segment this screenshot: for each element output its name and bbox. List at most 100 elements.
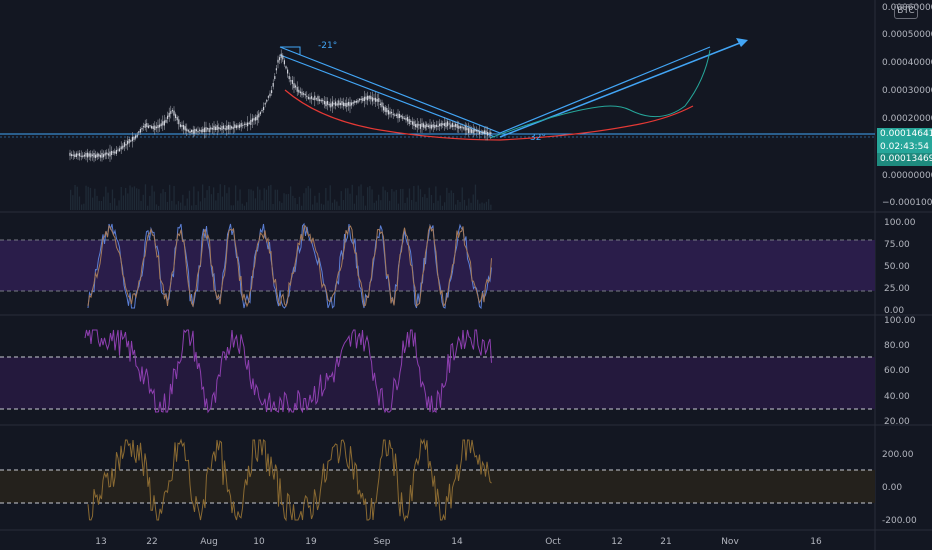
volume-bar (369, 186, 371, 210)
volume-bar (334, 199, 336, 210)
candle-body (80, 155, 82, 157)
rsi-axis[interactable]: 100.00 80.00 60.00 40.00 20.00 (884, 316, 916, 427)
candle-body (307, 96, 309, 99)
candle-body (277, 59, 279, 63)
volume-bar (490, 204, 492, 210)
volume-bar (397, 203, 400, 210)
candle-body (467, 128, 469, 134)
candle-body (248, 122, 250, 125)
rsi-group (84, 329, 492, 414)
volume-bar (197, 191, 199, 210)
candle-body (208, 128, 210, 132)
volume-bar (417, 185, 419, 210)
volume-bar (329, 185, 331, 210)
ascending-trendline[interactable] (499, 46, 711, 134)
candle-body (263, 106, 265, 110)
candle-body (216, 125, 218, 130)
time-tick-label: 14 (451, 537, 463, 547)
candle-body (168, 112, 170, 117)
volume-bar (186, 198, 188, 210)
volume-bar (380, 200, 382, 210)
candle-body (290, 80, 292, 82)
candle-body (378, 98, 380, 102)
volume-bar (237, 200, 239, 210)
candle-body (466, 127, 468, 131)
candle-body (171, 110, 173, 112)
volume-bar (285, 194, 287, 210)
candle-body (330, 103, 332, 108)
candle-body (450, 124, 452, 128)
volume-bar (83, 203, 85, 210)
volume-bar (479, 203, 481, 210)
candle-body (136, 134, 138, 137)
volume-bar (144, 184, 147, 210)
candle-body (458, 125, 460, 129)
candle-body (234, 124, 236, 128)
volume-bar (224, 185, 226, 210)
volume-bar (70, 189, 72, 210)
rsi-tick-label: 60.00 (884, 366, 910, 376)
volume-bar (318, 192, 320, 210)
candle-body (115, 150, 117, 154)
candle-body (258, 113, 260, 118)
candle-body (103, 154, 105, 158)
volume-bar (408, 188, 411, 210)
candle-body (411, 121, 413, 125)
candle-body (280, 53, 282, 58)
candle-body (264, 103, 266, 105)
candle-body (423, 123, 425, 128)
volume-bar (118, 200, 120, 210)
stoch-tick-label: 25.00 (884, 284, 910, 294)
descending-trendline-upper[interactable] (279, 46, 501, 134)
volume-bar (125, 188, 127, 210)
volume-bar (327, 200, 329, 210)
candle-body (363, 96, 365, 102)
projection-arrow[interactable] (499, 40, 746, 138)
time-axis[interactable]: 13 22 Aug 10 19 Sep 14 Oct 12 21 Nov 16 (95, 537, 822, 547)
candle-body (347, 101, 349, 106)
candle-body (205, 127, 207, 132)
time-tick-label: 13 (95, 537, 106, 547)
volume-bar (76, 186, 78, 210)
descending-trendline-lower[interactable] (279, 54, 496, 138)
volume-bar (202, 184, 204, 210)
volume-bar (336, 201, 338, 210)
candle-body (317, 96, 319, 102)
trend-angle-label-top: -21° (318, 41, 337, 51)
volume-bar (362, 195, 364, 210)
candle-body (85, 153, 87, 157)
time-tick-label: Oct (545, 537, 561, 547)
candle-body (146, 123, 148, 127)
volume-bar (375, 200, 378, 210)
cci-axis[interactable]: 200.00 0.00 -200.00 (882, 450, 917, 526)
volume-bar (400, 189, 402, 210)
candle-body (283, 60, 285, 65)
volume-bar (356, 195, 358, 210)
candle-body (191, 129, 193, 132)
candle-body (157, 125, 159, 129)
candle-body (293, 83, 295, 89)
candle-body (163, 120, 165, 126)
candle-body (402, 116, 404, 119)
currency-badge[interactable]: BTC (894, 4, 918, 19)
last-price-badge: 0.00014641 (877, 128, 932, 141)
volume-bar (184, 205, 186, 210)
volume-bar (426, 197, 428, 210)
candle-body (437, 125, 439, 127)
stoch-axis[interactable]: 100.00 75.00 50.00 25.00 0.00 (884, 218, 916, 316)
candle-body (139, 129, 141, 133)
candle-body (77, 153, 79, 156)
volume-bar (133, 186, 136, 210)
volume-bar (111, 189, 114, 210)
volume-bar (160, 193, 162, 210)
volume-bar (472, 194, 474, 210)
candle-body (279, 57, 281, 61)
candle-body (314, 95, 316, 101)
candle-body (384, 107, 386, 112)
candle-body (392, 113, 394, 116)
price-tick-label: 0.00050000 (882, 30, 932, 40)
candle-body (442, 123, 444, 126)
price-axis[interactable]: 0.00060000 0.00050000 0.00040000 0.00030000… (882, 3, 932, 208)
price-tick-label: 0.00020000 (882, 114, 932, 124)
